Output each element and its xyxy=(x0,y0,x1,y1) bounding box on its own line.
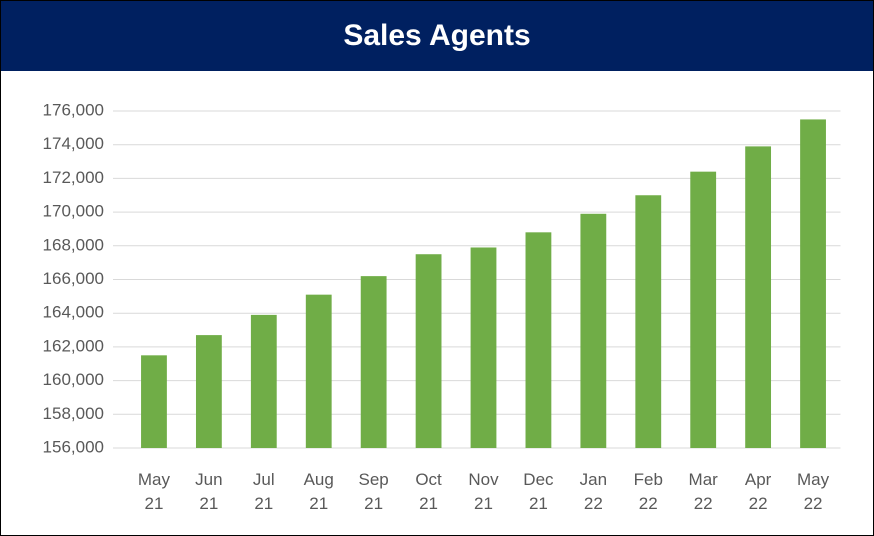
x-tick-label: Jun 21 xyxy=(195,470,223,513)
y-tick-label: 158,000 xyxy=(43,404,104,423)
y-tick-label: 170,000 xyxy=(43,202,104,221)
y-tick-label: 164,000 xyxy=(43,303,104,322)
y-tick-label: 162,000 xyxy=(43,336,104,355)
bar xyxy=(250,314,277,448)
bar xyxy=(690,171,717,448)
y-tick-label: 176,000 xyxy=(43,100,104,119)
bar xyxy=(525,232,552,448)
x-tick-label: Mar 22 xyxy=(688,470,718,513)
bar xyxy=(360,276,387,448)
bar xyxy=(470,247,497,448)
x-tick-label: Jul 21 xyxy=(252,470,275,513)
y-tick-label: 156,000 xyxy=(43,437,104,456)
bar xyxy=(305,294,332,448)
x-tick-label: Sep 21 xyxy=(358,470,389,513)
bar xyxy=(800,119,826,449)
chart-title: Sales Agents xyxy=(1,1,873,71)
x-tick-label: Dec 21 xyxy=(523,470,554,513)
bar xyxy=(580,213,607,448)
y-tick-label: 172,000 xyxy=(43,168,104,187)
x-tick-label: Jan 22 xyxy=(579,470,608,513)
x-tick-label: May 21 xyxy=(137,470,171,513)
x-tick-label: Oct 21 xyxy=(415,470,442,513)
x-tick-label: Aug 21 xyxy=(303,470,334,513)
y-tick-label: 174,000 xyxy=(43,134,104,153)
bar xyxy=(141,355,167,448)
x-tick-label: May 22 xyxy=(796,470,830,513)
bar xyxy=(635,195,662,448)
bar xyxy=(415,254,442,448)
y-tick-label: 160,000 xyxy=(43,370,104,389)
bar xyxy=(745,146,772,448)
x-tick-label: Apr 22 xyxy=(744,470,772,513)
x-tick-label: Nov 21 xyxy=(468,470,499,513)
y-tick-label: 166,000 xyxy=(43,269,104,288)
x-tick-label: Feb 22 xyxy=(633,470,663,513)
y-tick-label: 168,000 xyxy=(43,235,104,254)
bar xyxy=(195,335,222,448)
